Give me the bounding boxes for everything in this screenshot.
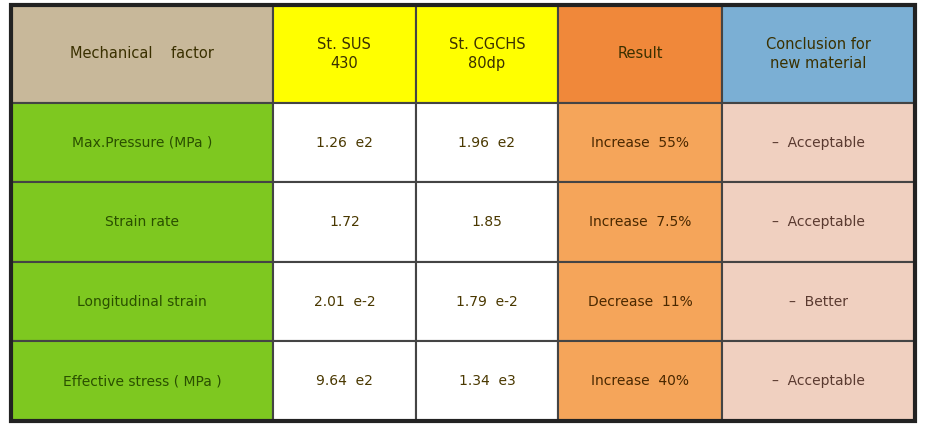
Bar: [558, 262, 721, 341]
Text: Increase  40%: Increase 40%: [591, 374, 689, 388]
Text: Mechanical    factor: Mechanical factor: [70, 46, 214, 61]
Text: 1.26  e2: 1.26 e2: [316, 135, 373, 150]
Bar: [11, 103, 273, 182]
Text: –  Acceptable: – Acceptable: [772, 215, 865, 229]
Bar: [721, 341, 915, 421]
Text: 1.79  e-2: 1.79 e-2: [456, 295, 518, 308]
Bar: [721, 103, 915, 182]
Text: 1.72: 1.72: [329, 215, 360, 229]
Bar: [721, 262, 915, 341]
Text: Max.Pressure (MPa ): Max.Pressure (MPa ): [72, 135, 212, 150]
Bar: [416, 262, 558, 341]
Bar: [721, 5, 915, 103]
Bar: [11, 262, 273, 341]
Text: 1.85: 1.85: [471, 215, 502, 229]
Text: Strain rate: Strain rate: [106, 215, 179, 229]
Text: –  Acceptable: – Acceptable: [772, 135, 865, 150]
Bar: [558, 5, 721, 103]
Bar: [416, 341, 558, 421]
Text: St. SUS
430: St. SUS 430: [318, 37, 371, 72]
Text: Decrease  11%: Decrease 11%: [588, 295, 693, 308]
Text: Result: Result: [618, 46, 663, 61]
Text: Longitudinal strain: Longitudinal strain: [77, 295, 207, 308]
Bar: [273, 182, 416, 262]
Text: 9.64  e2: 9.64 e2: [316, 374, 373, 388]
Text: 2.01  e-2: 2.01 e-2: [314, 295, 375, 308]
Bar: [11, 5, 273, 103]
Text: Increase  55%: Increase 55%: [591, 135, 689, 150]
Bar: [273, 262, 416, 341]
Text: Conclusion for
new material: Conclusion for new material: [766, 37, 870, 72]
Bar: [11, 182, 273, 262]
Text: Increase  7.5%: Increase 7.5%: [589, 215, 691, 229]
Bar: [558, 103, 721, 182]
Bar: [558, 341, 721, 421]
Text: St. CGCHS
80dp: St. CGCHS 80dp: [448, 37, 525, 72]
Text: 1.34  e3: 1.34 e3: [458, 374, 515, 388]
Bar: [273, 103, 416, 182]
Bar: [558, 182, 721, 262]
Bar: [11, 341, 273, 421]
Text: Effective stress ( MPa ): Effective stress ( MPa ): [63, 374, 221, 388]
Text: –  Acceptable: – Acceptable: [772, 374, 865, 388]
Text: 1.96  e2: 1.96 e2: [458, 135, 516, 150]
Bar: [721, 182, 915, 262]
Text: –  Better: – Better: [789, 295, 848, 308]
Bar: [273, 5, 416, 103]
Bar: [273, 341, 416, 421]
Bar: [416, 103, 558, 182]
Bar: [416, 182, 558, 262]
Bar: [416, 5, 558, 103]
